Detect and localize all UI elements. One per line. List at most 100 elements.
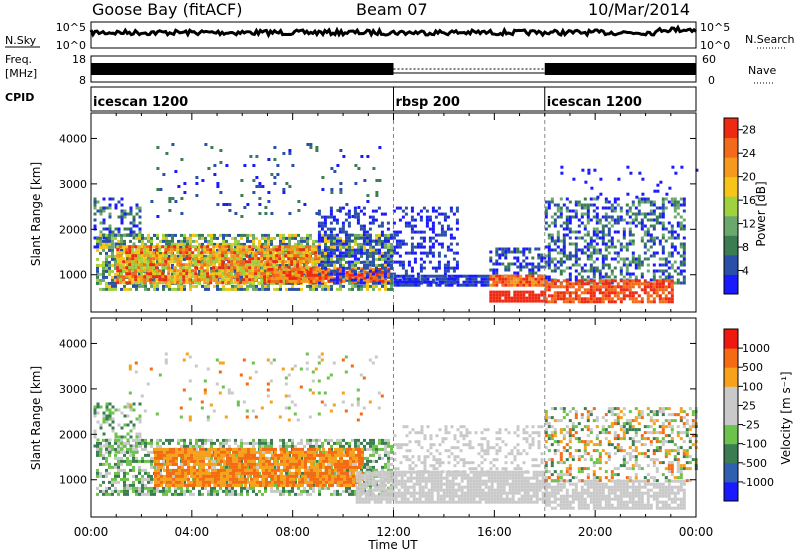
power-cell-2879	[443, 275, 447, 279]
power-cell-1187	[339, 248, 342, 252]
power-cell-2428	[297, 200, 301, 203]
velocity-cell-495	[201, 438, 204, 442]
velocity-cell-463	[189, 489, 192, 493]
power-cell-1245	[351, 281, 354, 285]
power-cell-3067	[513, 256, 517, 260]
power-cell-1435	[116, 278, 120, 282]
power-cell-3494	[592, 266, 596, 270]
power-cell-3427	[580, 215, 584, 219]
velocity-cell-271	[141, 456, 144, 460]
velocity-cell-306	[150, 444, 153, 448]
power-cell-3386	[568, 275, 572, 279]
power-cell-2080	[293, 260, 297, 264]
power-cell-85	[129, 230, 133, 234]
power-cell-620	[216, 236, 219, 240]
power-cell-2219	[300, 267, 304, 271]
power-cell-3401	[574, 242, 578, 246]
power-cell-1944	[254, 272, 258, 276]
power-cell-3041	[495, 271, 499, 275]
power-cell-3646	[628, 209, 632, 213]
power-cell-2799	[419, 251, 423, 255]
power-cell-3442	[583, 227, 587, 231]
power-cell-595	[210, 233, 213, 237]
power-cell-3042	[498, 247, 502, 251]
power-cell-2643	[368, 260, 372, 264]
power-cell-1790	[215, 266, 219, 270]
power-cell-4183	[680, 165, 684, 169]
velocity-cell-193	[120, 456, 123, 460]
power-cell-3794	[661, 269, 665, 273]
power-cell-2486	[320, 236, 324, 240]
power-cell-919	[279, 287, 282, 291]
power-cell-745	[240, 284, 243, 288]
power-cell-282	[135, 248, 138, 252]
power-cell-4034	[610, 297, 614, 301]
velocity-cell-75	[126, 432, 130, 436]
power-cell-744	[240, 278, 243, 282]
power-cell-2072	[290, 272, 294, 276]
power-cell-3583	[610, 269, 614, 273]
power-cell-2550	[338, 254, 342, 258]
power-cell-3060	[507, 265, 511, 269]
power-cell-1553	[149, 257, 153, 261]
power-cell-3814	[667, 260, 671, 264]
velocity-cell-354	[162, 462, 165, 466]
power-cell-4132	[661, 291, 665, 295]
velocity-cell-423	[180, 462, 183, 466]
power-cell-1687	[185, 269, 189, 273]
power-cell-1967	[260, 278, 264, 282]
power-cell-3980	[586, 297, 590, 301]
power-cell-3564	[607, 233, 611, 237]
power-cell-4142	[667, 282, 671, 286]
power-cell-4135	[664, 279, 668, 283]
power-cell-1794	[215, 281, 219, 285]
power-cell-2953	[423, 277, 427, 281]
power-cell-2587	[350, 278, 354, 282]
power-cell-2251	[321, 276, 325, 280]
power-cell-3159	[519, 277, 523, 281]
power-cell-3763	[655, 221, 659, 225]
velocity-cell-98	[138, 432, 142, 436]
power-cell-2177	[267, 279, 271, 283]
power-cell-2019	[275, 260, 279, 264]
power-cell-2670	[377, 269, 381, 273]
power-cell-3851	[676, 212, 680, 216]
power-cell-2234	[312, 267, 316, 271]
power-cell-4167	[617, 177, 621, 181]
power-cell-3376	[568, 221, 572, 225]
power-cell-1290	[363, 248, 366, 252]
power-cell-1487	[131, 269, 135, 273]
power-cell-1980	[266, 248, 270, 252]
power-cell-4097	[643, 291, 647, 295]
power-cell-3493	[592, 260, 596, 264]
power-cell-3959	[577, 282, 581, 286]
power-cell-1457	[125, 245, 129, 249]
power-cell-4080	[634, 282, 638, 286]
power-cell-1820	[224, 245, 228, 249]
power-cell-3011	[474, 280, 478, 284]
power-cell-1287	[363, 236, 366, 240]
power-cell-3110	[537, 265, 541, 269]
power-cell-1985	[266, 263, 270, 267]
power-cell-3628	[622, 260, 626, 264]
power-cell-1183	[339, 236, 342, 240]
power-cell-855	[267, 236, 270, 240]
power-cell-1678	[182, 275, 186, 279]
power-cell-107	[138, 227, 142, 231]
power-cell-1113	[321, 284, 324, 288]
power-cell-3108	[537, 256, 541, 260]
power-cell-314	[141, 242, 144, 246]
power-cell-3579	[610, 239, 614, 243]
power-cell-3285	[547, 254, 551, 258]
power-cell-249	[126, 257, 129, 261]
power-cell-1102	[321, 233, 324, 237]
power-cell-4140	[664, 300, 668, 304]
power-cell-4165	[599, 177, 603, 181]
power-cell-1737	[200, 269, 204, 273]
power-cell-2511	[329, 221, 333, 225]
power-cell-1167	[333, 263, 336, 267]
power-cell-2508	[329, 209, 333, 213]
power-cell-733	[240, 242, 243, 246]
power-cell-1272	[357, 284, 360, 288]
velocity-cell-282	[144, 441, 147, 445]
